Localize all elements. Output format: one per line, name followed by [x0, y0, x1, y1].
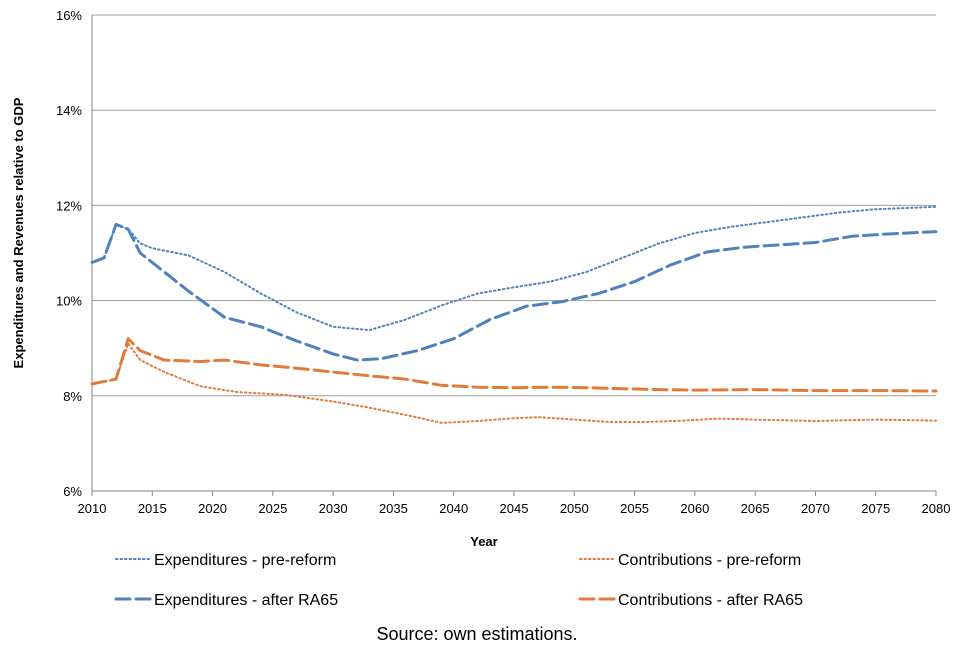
x-tick-label: 2080 [922, 501, 951, 516]
axes: 6% 8% 10% 12% 14% 16% 2010 2015 2020 2025 2030 2035… [11, 8, 950, 549]
y-tick-label: 10% [56, 294, 82, 309]
source-caption: Source: own estimations. [0, 624, 954, 645]
y-tick-label: 12% [56, 198, 82, 213]
y-tick-label: 16% [56, 8, 82, 23]
x-tick-label: 2035 [379, 501, 408, 516]
x-tick-label: 2050 [560, 501, 589, 516]
x-tick-label: 2045 [500, 501, 529, 516]
y-tick-label: 14% [56, 103, 82, 118]
x-tick-label: 2070 [801, 501, 830, 516]
x-tick-label: 2060 [680, 501, 709, 516]
series-lines [92, 207, 936, 423]
x-tick-label: 2055 [620, 501, 649, 516]
x-tick-label: 2015 [138, 501, 167, 516]
legend-label-4: Contributions - after RA65 [618, 592, 803, 609]
x-axis-title: Year [470, 534, 497, 549]
x-tick-label: 2020 [198, 501, 227, 516]
series-line-3 [92, 224, 936, 360]
x-tick-label: 2025 [258, 501, 287, 516]
legend-label-3: Expenditures - after RA65 [154, 592, 338, 609]
series-line-4 [92, 339, 936, 391]
x-tick-label: 2030 [319, 501, 348, 516]
x-tick-label: 2010 [78, 501, 107, 516]
x-tick-label: 2065 [741, 501, 770, 516]
series-line-2 [92, 343, 936, 423]
legend: Expenditures - pre-reform Contributions -… [116, 552, 803, 609]
y-tick-label: 8% [63, 389, 82, 404]
x-tick-label: 2075 [861, 501, 890, 516]
legend-label-2: Contributions - pre-reform [618, 552, 801, 569]
gridlines [92, 15, 936, 491]
x-tick-label: 2040 [439, 501, 468, 516]
legend-label-1: Expenditures - pre-reform [154, 552, 336, 569]
y-tick-label: 6% [63, 484, 82, 499]
y-axis-title: Expenditures and Revenues relative to GD… [11, 97, 26, 368]
